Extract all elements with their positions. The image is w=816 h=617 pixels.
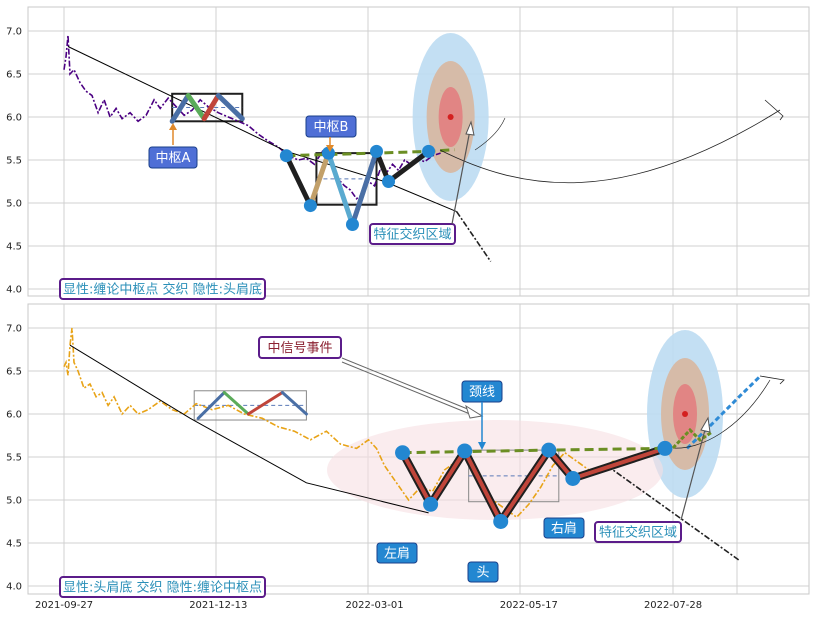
pivot-marker bbox=[565, 471, 581, 486]
y-tick-label: 5.5 bbox=[6, 156, 22, 167]
series-zhongshu-a-stroke-seg bbox=[169, 93, 191, 124]
annotation-lshoulder-label: 左肩 bbox=[384, 546, 410, 562]
arrow-signal-2 bbox=[341, 361, 471, 415]
bottom-panel: 7.0 6.5 6.0 5.5 5.0 4.5 4.0 2021-09-27 2021-12-1… bbox=[6, 303, 810, 611]
pivot-marker bbox=[395, 445, 411, 461]
y-tick-label: 6.5 bbox=[6, 70, 22, 81]
breakout-kink bbox=[671, 427, 713, 450]
arrow-zone bbox=[680, 425, 707, 521]
annotation-a-label: 中枢A bbox=[156, 151, 191, 166]
y-tick-label: 4.5 bbox=[6, 539, 22, 550]
y-tick-label: 7.0 bbox=[6, 324, 22, 335]
annotation-zone-box bbox=[594, 521, 682, 543]
pivot-marker bbox=[370, 144, 384, 158]
pivot-marker bbox=[657, 440, 673, 456]
x-tick-label: 2022-05-17 bbox=[500, 600, 558, 611]
pattern-highlight bbox=[327, 420, 663, 520]
x-tick-label: 2021-12-13 bbox=[189, 600, 247, 611]
arrow-b-head bbox=[326, 145, 334, 152]
series-trend-ext bbox=[606, 464, 740, 561]
y-tick-label: 5.5 bbox=[6, 453, 22, 464]
projection-curve bbox=[672, 379, 771, 449]
series-breakout bbox=[685, 374, 763, 450]
pivot-marker bbox=[423, 496, 439, 512]
arrow-signal-head bbox=[465, 404, 484, 419]
annotation-b-label: 中枢B bbox=[314, 120, 349, 135]
series-price bbox=[63, 327, 662, 519]
annotation-head-label: 头 bbox=[476, 566, 489, 581]
y-tick-label: 5.0 bbox=[6, 199, 22, 210]
pivot-marker bbox=[541, 442, 557, 458]
arrow-zone-head bbox=[700, 416, 711, 433]
series-zhongshu-b-stroke-seg bbox=[386, 148, 432, 184]
x-tick-label: 2022-07-28 bbox=[644, 600, 702, 611]
y-tick-label: 4.0 bbox=[6, 285, 22, 296]
series-zhongshu-a-stroke-seg bbox=[201, 93, 221, 122]
arrow-zone-head bbox=[465, 120, 475, 136]
annotation-b-box bbox=[305, 115, 357, 138]
annotation-signal-label: 中信号事件 bbox=[267, 341, 332, 356]
series-zhongshu-stroke-seg bbox=[196, 391, 226, 420]
projection-curve bbox=[439, 109, 781, 184]
target-center bbox=[682, 411, 689, 417]
pivot-marker bbox=[457, 443, 473, 459]
series-zhongshu-stroke-seg bbox=[280, 391, 308, 416]
annotation-rshoulder-label: 右肩 bbox=[551, 521, 577, 537]
annotation-zone-box bbox=[369, 223, 456, 245]
series-zhongshu-a-stroke-seg bbox=[215, 93, 245, 122]
series-zhongshu-b-stroke-seg bbox=[307, 150, 331, 209]
pivot-marker bbox=[422, 144, 436, 158]
annotation-legend-label: 显性:头肩底 交织 隐性:缠论中枢点 bbox=[63, 580, 262, 596]
annotation-lshoulder-box bbox=[376, 542, 418, 564]
annotation-a-box bbox=[148, 146, 198, 169]
pivot-marker bbox=[382, 175, 396, 188]
annotation-signal-box bbox=[258, 336, 342, 359]
pivot-marker bbox=[493, 514, 509, 529]
annotation-zone-label: 特征交织区域 bbox=[599, 525, 677, 541]
annotation-legend-box bbox=[59, 576, 266, 598]
annotation-neck-label: 颈线 bbox=[469, 385, 495, 400]
annotation-head-box bbox=[467, 561, 499, 583]
annotation-legend-box bbox=[59, 278, 266, 300]
annotation-zone-label: 特征交织区域 bbox=[373, 227, 451, 243]
arrow-a-head bbox=[169, 123, 177, 130]
pivot-marker bbox=[279, 149, 293, 163]
series-zhongshu-stroke-seg bbox=[222, 391, 250, 416]
series-zhongshu-a-stroke-seg bbox=[185, 93, 207, 122]
series-trend-ext bbox=[455, 211, 492, 262]
series-zhongshu-stroke-seg bbox=[246, 391, 284, 416]
projection-tick bbox=[764, 99, 784, 121]
series-trend bbox=[69, 344, 429, 514]
y-tick-label: 6.0 bbox=[6, 113, 22, 124]
annotation-legend-label: 显性:缠论中枢点 交织 隐性:头肩底 bbox=[63, 282, 262, 298]
y-tick-label: 4.5 bbox=[6, 242, 22, 253]
series-zhongshu-b-stroke-seg bbox=[325, 150, 355, 227]
x-tick-label: 2021-09-27 bbox=[35, 600, 93, 611]
pivot-marker bbox=[345, 218, 359, 231]
y-tick-label: 5.0 bbox=[6, 496, 22, 507]
series-zhongshu-b-stroke-seg bbox=[283, 153, 313, 209]
pivot-marker bbox=[321, 146, 335, 160]
y-tick-label: 6.0 bbox=[6, 410, 22, 421]
series-zhongshu-b-stroke-seg bbox=[350, 148, 379, 227]
x-tick-label: 2022-03-01 bbox=[345, 600, 403, 611]
arrow-zone bbox=[451, 129, 471, 225]
projection-tick bbox=[759, 375, 785, 385]
y-tick-label: 6.5 bbox=[6, 367, 22, 378]
projection-curve-2 bbox=[474, 117, 506, 151]
y-tick-label: 7.0 bbox=[6, 27, 22, 38]
annotation-rshoulder-box bbox=[543, 517, 585, 539]
arrow-neck-head bbox=[478, 442, 486, 450]
arrow-signal bbox=[341, 357, 471, 411]
pivot-marker bbox=[303, 199, 317, 213]
target-center bbox=[447, 114, 454, 120]
top-panel: 7.0 6.5 6.0 5.5 5.0 4.5 4.0 中枢A 中枢B 特征交织区域显性:缠论中枢… bbox=[6, 6, 810, 300]
y-tick-label: 4.0 bbox=[6, 582, 22, 593]
